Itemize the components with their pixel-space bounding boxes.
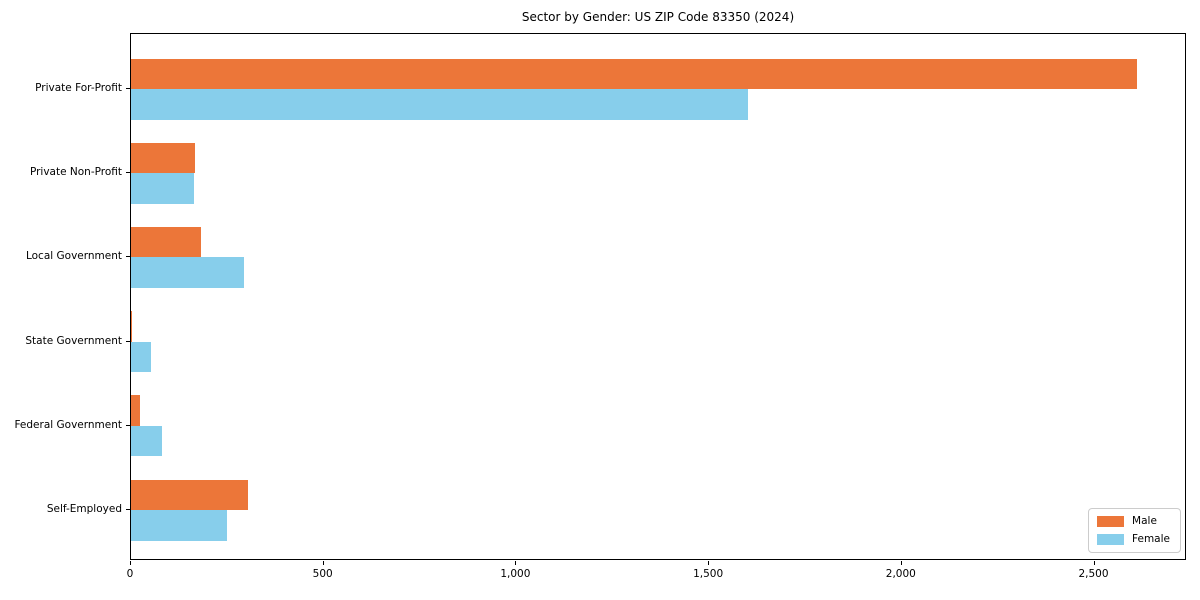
bar-female-self-employed xyxy=(131,510,228,541)
ytick-mark xyxy=(126,424,130,426)
legend: Male Female xyxy=(1088,508,1181,553)
ytick-label-self-employed: Self-Employed xyxy=(46,503,122,515)
ytick-mark xyxy=(126,88,130,89)
ytick-mark xyxy=(126,340,130,342)
legend-entry-male: Male xyxy=(1097,515,1170,528)
bar-male-federal-government xyxy=(131,395,140,426)
legend-swatch-male xyxy=(1097,516,1125,527)
bar-female-private-non-profit xyxy=(131,173,194,204)
xtick-label-2-000: 2,000 xyxy=(885,568,916,580)
ytick-label-federal-government: Federal Government xyxy=(14,418,122,431)
bar-female-private-for-profit xyxy=(131,89,748,120)
xtick-mark xyxy=(322,561,324,565)
bar-male-private-non-profit xyxy=(131,142,195,174)
xtick-mark xyxy=(515,561,517,565)
bar-female-state-government xyxy=(131,341,152,373)
bar-male-private-for-profit xyxy=(131,58,1137,89)
xtick-mark xyxy=(1093,561,1095,565)
ytick-label-state-government: State Government xyxy=(25,334,122,347)
bar-female-federal-government xyxy=(131,425,162,457)
xtick-label-0: 0 xyxy=(126,568,134,580)
xtick-label-1-500: 1,500 xyxy=(693,568,724,580)
ytick-mark xyxy=(126,509,130,510)
legend-label-female: Female xyxy=(1132,533,1170,545)
bar-male-local-government xyxy=(131,226,202,258)
xtick-mark xyxy=(130,561,131,565)
ytick-mark xyxy=(126,256,130,258)
bar-female-local-government xyxy=(131,257,244,288)
legend-label-male: Male xyxy=(1132,515,1157,527)
legend-entry-female: Female xyxy=(1097,533,1170,546)
ytick-label-local-government: Local Government xyxy=(25,250,122,263)
xtick-label-1-000: 1,000 xyxy=(500,568,531,580)
chart-title: Sector by Gender: US ZIP Code 83350 (202… xyxy=(521,10,795,24)
xtick-mark xyxy=(900,561,902,565)
plot-area xyxy=(130,33,1186,560)
ytick-mark xyxy=(126,172,130,174)
legend-swatch-female xyxy=(1097,534,1125,545)
ytick-label-private-non-profit: Private Non-Profit xyxy=(29,166,122,179)
xtick-label-2-500: 2,500 xyxy=(1078,568,1109,580)
ytick-label-private-for-profit: Private For-Profit xyxy=(35,82,122,94)
xtick-mark xyxy=(708,561,710,565)
bar-male-state-government xyxy=(131,311,133,342)
bar-male-self-employed xyxy=(131,479,248,510)
xtick-label-500: 500 xyxy=(312,568,333,580)
